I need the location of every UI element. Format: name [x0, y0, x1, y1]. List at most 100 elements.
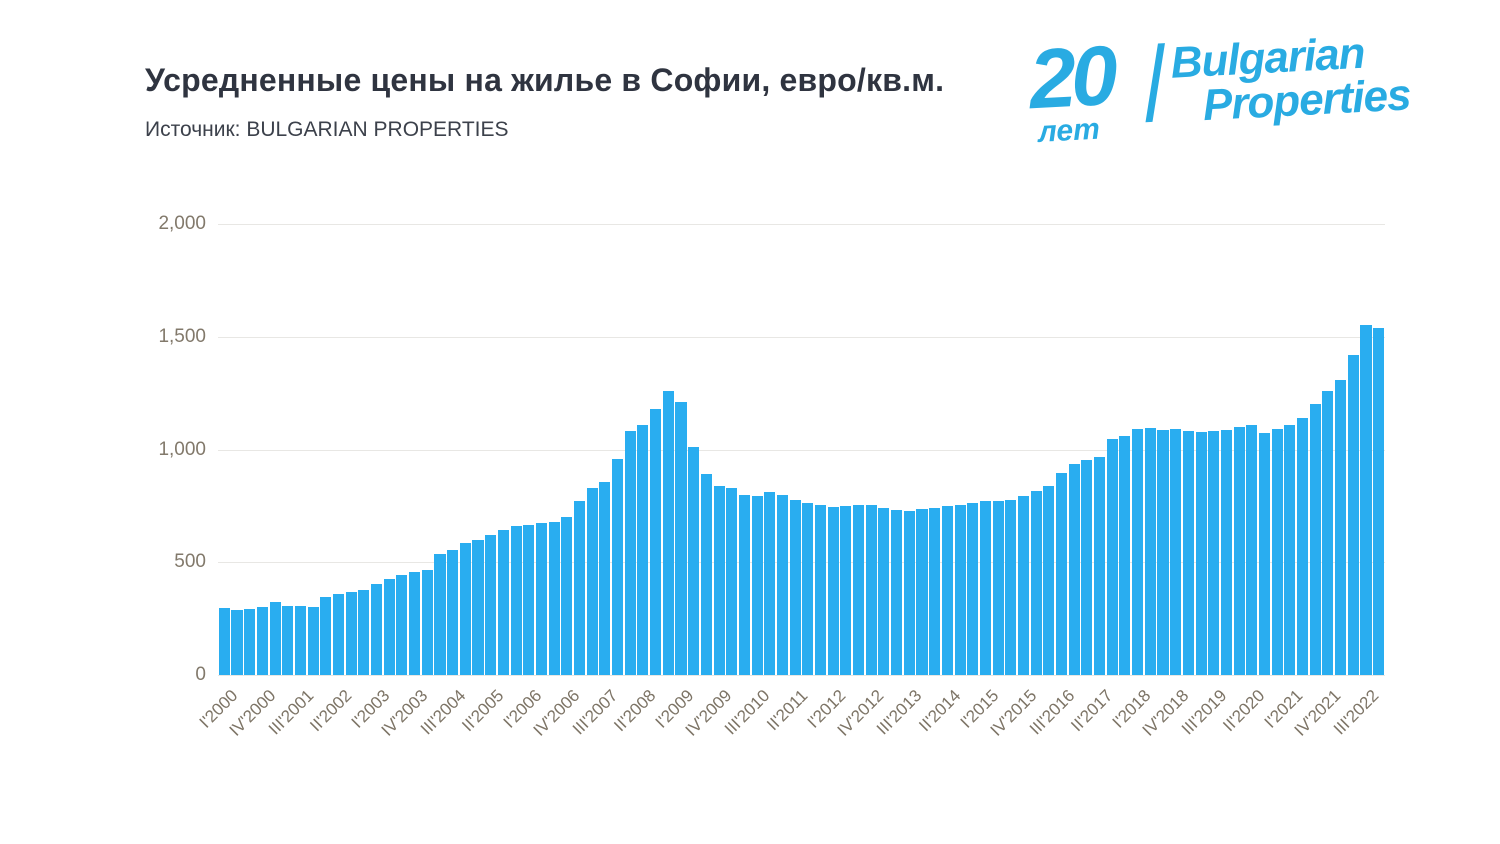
y-axis-tick-label: 1,000 [158, 438, 206, 460]
bar [332, 593, 345, 675]
gridline [218, 562, 1385, 564]
bar [840, 506, 852, 675]
bar [1360, 325, 1372, 675]
bar [497, 529, 509, 675]
chart-title: Усредненные цены на жилье в Софии, евро/… [145, 62, 945, 98]
bar [510, 526, 522, 675]
bar [853, 505, 865, 675]
bar [1017, 495, 1030, 675]
bar [586, 487, 598, 675]
bar [421, 570, 433, 675]
bar [637, 424, 649, 675]
bar [294, 606, 306, 675]
bar [269, 602, 281, 675]
gridline [218, 336, 1385, 338]
bar [1322, 390, 1334, 675]
bar [358, 590, 370, 675]
bar [447, 549, 459, 675]
x-axis-tick-label: II'2017 [1067, 686, 1117, 736]
bar [561, 517, 573, 675]
y-axis-tick-label: 2,000 [158, 213, 206, 234]
y-axis-tick-label: 500 [174, 551, 206, 573]
bar [1005, 499, 1017, 675]
gridline [218, 675, 1385, 676]
bar [459, 543, 471, 675]
bar [1055, 473, 1068, 675]
bar [713, 485, 725, 675]
bar [472, 539, 484, 675]
bar [979, 501, 991, 675]
x-axis-tick-label: II'2014 [914, 686, 964, 736]
bar [1335, 379, 1347, 675]
x-axis-tick-label: II'2020 [1219, 686, 1269, 736]
bar [485, 534, 497, 675]
bar [1195, 431, 1207, 675]
bar [320, 596, 332, 675]
y-axis-tick-label: 0 [195, 664, 206, 685]
bar [573, 501, 586, 675]
bar [802, 503, 814, 675]
bar [967, 503, 979, 675]
bar [1144, 428, 1156, 675]
x-axis-tick-label: II'2002 [305, 686, 356, 736]
bar [1309, 404, 1321, 675]
bar [992, 500, 1004, 675]
bar [764, 492, 776, 675]
bar [1094, 456, 1106, 675]
bar [218, 608, 230, 675]
y-axis-tick-label: 1,500 [158, 325, 206, 347]
bar [1132, 429, 1144, 675]
bar [244, 608, 256, 675]
gridline [218, 449, 1385, 451]
source-label: Источник: BULGARIAN PROPERTIES [145, 118, 509, 141]
bar [256, 607, 268, 675]
bar [1220, 430, 1232, 675]
bar [282, 605, 294, 675]
bar [650, 408, 662, 675]
bar [776, 494, 788, 675]
bar [865, 504, 877, 675]
bar [599, 482, 611, 675]
bar [1182, 431, 1194, 675]
bar [1258, 432, 1271, 675]
bar [675, 402, 687, 675]
bar [726, 488, 738, 675]
bar [345, 592, 357, 675]
bar [1030, 491, 1042, 675]
bar [916, 509, 928, 675]
bar [903, 510, 915, 675]
bar [814, 504, 827, 675]
bar [827, 507, 839, 675]
x-axis-tick-label: II'2008 [610, 686, 660, 736]
bar [878, 508, 890, 675]
bar [1081, 459, 1093, 675]
x-axis-tick-label: II'2005 [458, 686, 508, 736]
gridline [218, 224, 1385, 225]
bar [548, 521, 560, 675]
bar [231, 609, 243, 675]
bar [1068, 464, 1080, 675]
x-axis-tick-label: II'2011 [763, 686, 812, 735]
bar [371, 583, 383, 675]
bar [1043, 486, 1055, 675]
bar [1373, 327, 1385, 675]
bar [535, 523, 547, 675]
bar [307, 606, 319, 675]
bar [1208, 431, 1220, 675]
bar [929, 508, 941, 675]
bar [612, 458, 624, 675]
bar [954, 504, 966, 675]
bar [409, 571, 421, 675]
bar [891, 509, 903, 675]
bar [1271, 429, 1283, 675]
bar [941, 506, 953, 675]
bar [662, 391, 674, 675]
bar [789, 500, 801, 675]
bar [1106, 438, 1118, 675]
bar [396, 574, 408, 675]
bar [1233, 427, 1245, 675]
bar [688, 447, 700, 675]
bar [1157, 429, 1169, 675]
bar [434, 554, 446, 675]
